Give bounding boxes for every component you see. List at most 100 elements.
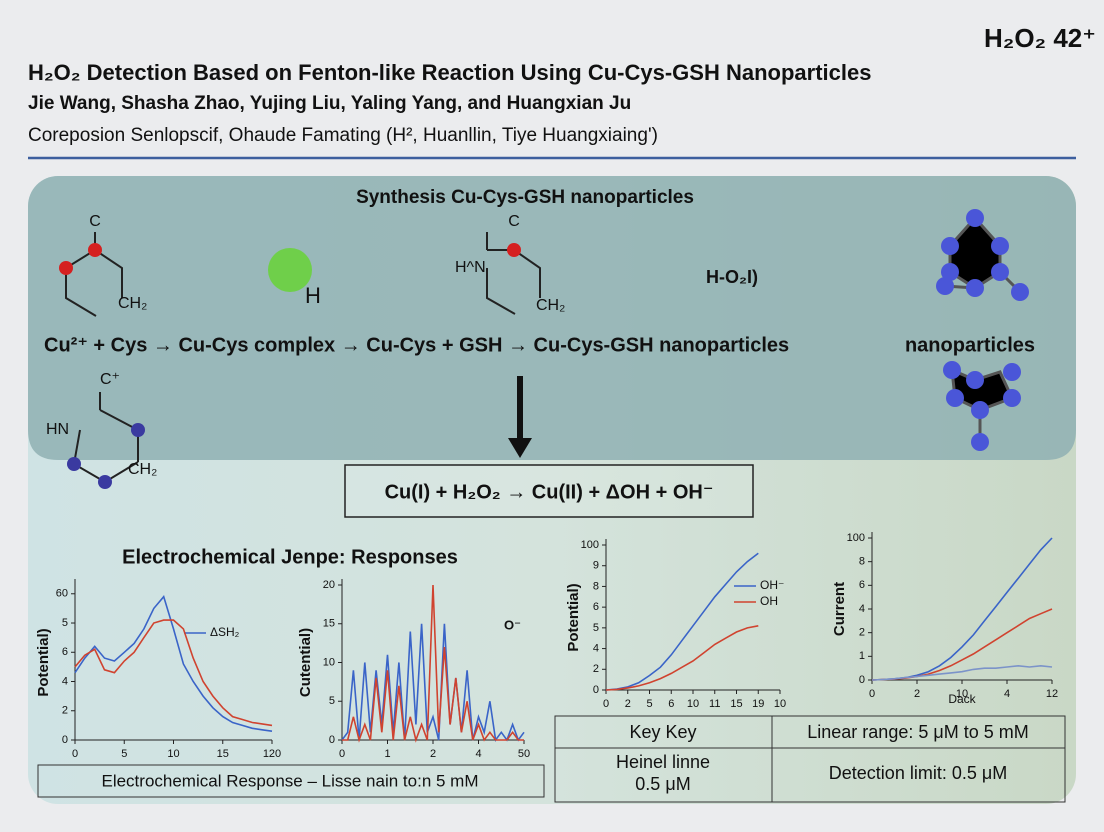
- y-tick-label: 2: [593, 663, 599, 675]
- x-tick-label: 2: [914, 688, 920, 700]
- legend-label: ΔSH₂: [210, 625, 240, 639]
- x-tick-label: 19: [752, 698, 764, 710]
- cluster: [268, 248, 312, 292]
- series-line: [605, 552, 759, 691]
- atom-label: H: [305, 283, 321, 308]
- y-tick-label: 10: [323, 656, 335, 668]
- footer-box: [37, 764, 545, 798]
- y-tick-label: 0: [329, 734, 335, 746]
- x-tick-label: 10: [774, 698, 786, 710]
- series-line: [605, 625, 759, 691]
- x-tick-label: 0: [603, 698, 609, 710]
- reaction-box: [344, 464, 754, 518]
- y-tick-label: 8: [859, 556, 865, 568]
- x-axis-label: Dack: [948, 692, 976, 706]
- responses-title: Electrochemical Jenpe: Responses: [122, 546, 458, 568]
- x-tick-label: 50: [518, 748, 530, 760]
- y-axis-label: Cutential): [297, 628, 314, 697]
- y-tick-label: 8: [593, 580, 599, 592]
- atom-label: C: [508, 213, 520, 230]
- x-tick-label: 12: [1046, 688, 1058, 700]
- x-tick-label: 4: [475, 748, 481, 760]
- x-tick-label: 5: [646, 698, 652, 710]
- y-tick-label: 0: [62, 734, 68, 746]
- legend-label: OH: [760, 594, 778, 608]
- x-tick-label: 1: [384, 748, 390, 760]
- atom-label: CH₂: [118, 295, 147, 312]
- x-tick-label: 120: [263, 748, 281, 760]
- x-tick-label: 2: [625, 698, 631, 710]
- y-tick-label: 4: [593, 642, 599, 654]
- title: H₂O₂ Detection Based on Fenton-like Reac…: [28, 60, 871, 85]
- reaction: Cu(I) + H₂O₂ → Cu(II) + ΔOH + OH⁻: [385, 481, 714, 503]
- atom: [507, 243, 521, 257]
- y-tick-label: 2: [62, 705, 68, 717]
- key-table: [554, 715, 1066, 803]
- atom: [88, 243, 102, 257]
- x-tick-label: 0: [72, 748, 78, 760]
- reagent: H-O₂I): [706, 267, 758, 287]
- x-tick-label: 10: [956, 688, 968, 700]
- y-tick-label: 5: [62, 617, 68, 629]
- atom: [59, 261, 73, 275]
- x-tick-label: 0: [339, 748, 345, 760]
- table-cell: Detection limit: 0.5 μM: [829, 763, 1007, 783]
- footer-note: Electrochemical Response – Lisse nain to…: [101, 771, 478, 790]
- y-tick-label: 5: [593, 622, 599, 634]
- x-tick-label: 15: [730, 698, 742, 710]
- y-tick-label: 0: [859, 674, 865, 686]
- nanoparticle-atoms: [936, 209, 1029, 451]
- y-tick-label: 5: [329, 695, 335, 707]
- legend-label: OH⁻: [760, 578, 784, 592]
- annotation: O⁻: [504, 617, 521, 632]
- y-tick-label: 6: [62, 646, 68, 658]
- y-tick-label: 4: [859, 603, 865, 615]
- arrow-head: [508, 438, 532, 458]
- y-tick-label: 9: [593, 560, 599, 572]
- y-tick-label: 2: [859, 627, 865, 639]
- x-tick-label: 11: [709, 698, 720, 710]
- series-line: [342, 584, 524, 743]
- atom-label: HN: [46, 421, 69, 438]
- x-tick-label: 15: [217, 748, 229, 760]
- y-tick-label: 100: [847, 532, 865, 544]
- table-cell: Linear range: 5 μM to 5 mM: [807, 722, 1028, 742]
- y-tick-label: 1: [859, 650, 865, 662]
- x-tick-label: 10: [167, 748, 179, 760]
- atom-label: H^N: [455, 259, 486, 276]
- x-tick-label: 2: [430, 748, 436, 760]
- synthesis-panel: [28, 176, 1076, 460]
- y-tick-label: 100: [581, 539, 599, 551]
- atom-label: CH₂: [128, 461, 157, 478]
- y-tick-label: 60: [56, 588, 68, 600]
- logo: H₂O₂ 42⁺: [984, 23, 1096, 53]
- atom: [98, 475, 112, 489]
- x-tick-label: 6: [668, 698, 674, 710]
- x-tick-label: 5: [121, 748, 127, 760]
- y-axis-label: Potential): [35, 628, 52, 696]
- atom: [131, 423, 145, 437]
- table-cell: Heinel linne 0.5 μM: [616, 752, 710, 794]
- scheme: Cu²⁺ + Cys → Cu-Cys complex → Cu-Cys + G…: [44, 334, 789, 356]
- affiliation: Coreposion Senlopscif, Ohaude Famating (…: [28, 125, 658, 146]
- y-tick-label: 20: [323, 579, 335, 591]
- atom-label: C⁺: [100, 371, 120, 388]
- y-tick-label: 15: [323, 618, 335, 630]
- y-axis-label: Current: [831, 582, 848, 636]
- y-tick-label: 6: [593, 601, 599, 613]
- nanoparticles-label: nanoparticles: [905, 334, 1035, 356]
- y-tick-label: 6: [859, 579, 865, 591]
- x-tick-label: 0: [869, 688, 875, 700]
- atom-label: C: [89, 213, 101, 230]
- atom-label: CH₂: [536, 297, 565, 314]
- y-axis-label: Potential): [565, 583, 582, 651]
- series-line: [74, 595, 273, 732]
- table-cell: Key Key: [629, 722, 696, 742]
- x-tick-label: 4: [1004, 688, 1010, 700]
- atom: [67, 457, 81, 471]
- series-line: [871, 664, 1053, 681]
- series-line: [74, 619, 273, 727]
- authors: Jie Wang, Shasha Zhao, Yujing Liu, Yalin…: [28, 93, 631, 114]
